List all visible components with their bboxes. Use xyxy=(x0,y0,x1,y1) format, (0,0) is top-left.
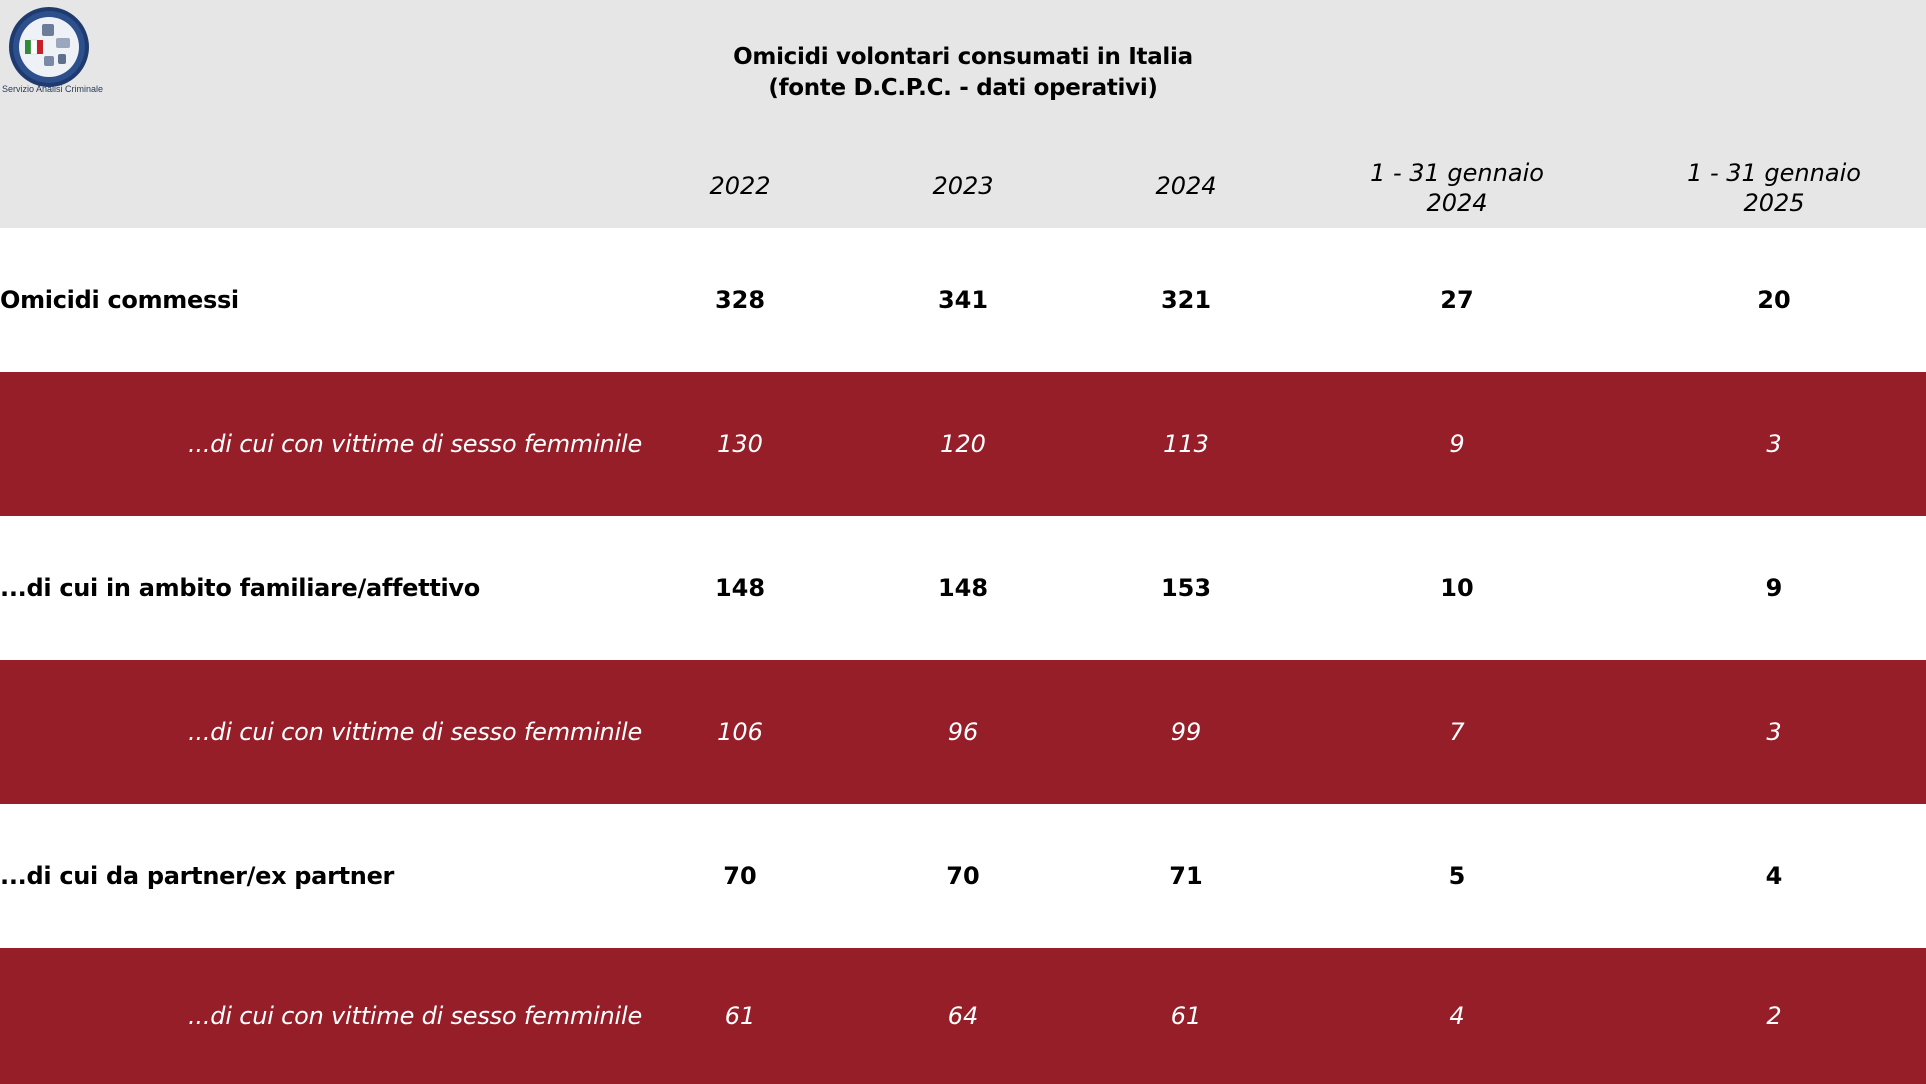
cell-2022: 130 xyxy=(717,430,763,458)
header-band: Servizio Analisi Criminale Omicidi volon… xyxy=(0,0,1926,228)
cell-2024: 321 xyxy=(1160,286,1212,314)
agency-logo xyxy=(9,7,89,87)
column-header-2024: 2024 xyxy=(1121,171,1251,201)
column-header-line1: 1 - 31 gennaio xyxy=(1370,159,1544,187)
cell-2024: 61 xyxy=(1170,1002,1202,1030)
table-row-vittime-femminili-partner: ...di cui con vittime di sesso femminile… xyxy=(0,948,1926,1084)
row-label: ...di cui con vittime di sesso femminile xyxy=(188,430,643,458)
row-label: ...di cui con vittime di sesso femminile xyxy=(188,718,643,746)
cell-jan-2025: 4 xyxy=(1765,862,1783,890)
title-line-1: Omicidi volontari consumati in Italia xyxy=(733,44,1193,70)
column-header-2022: 2022 xyxy=(675,171,805,201)
cell-jan-2024: 5 xyxy=(1448,862,1466,890)
cell-jan-2025: 2 xyxy=(1766,1002,1782,1030)
cell-jan-2024: 10 xyxy=(1440,574,1474,602)
row-label: Omicidi commessi xyxy=(0,286,239,314)
table-row-partner: ...di cui da partner/ex partner 70 70 71… xyxy=(0,804,1926,948)
cell-2023: 148 xyxy=(937,574,989,602)
cell-2024: 99 xyxy=(1170,718,1202,746)
table-row-ambito-familiare: ...di cui in ambito familiare/affettivo … xyxy=(0,516,1926,660)
column-header-jan-2025: 1 - 31 gennaio 2025 xyxy=(1654,158,1894,218)
cell-jan-2025: 20 xyxy=(1757,286,1791,314)
cell-jan-2024: 9 xyxy=(1449,430,1465,458)
column-header-line2: 2025 xyxy=(1743,189,1805,217)
column-header-2023: 2023 xyxy=(898,171,1028,201)
logo-caption: Servizio Analisi Criminale xyxy=(2,84,104,94)
cell-jan-2024: 27 xyxy=(1440,286,1474,314)
column-header-line2: 2024 xyxy=(1426,189,1488,217)
page-title: Omicidi volontari consumati in Italia (f… xyxy=(700,42,1226,104)
cell-2022: 70 xyxy=(723,862,757,890)
cell-2022: 328 xyxy=(714,286,766,314)
row-label: ...di cui con vittime di sesso femminile xyxy=(188,1002,643,1030)
column-header-jan-2024: 1 - 31 gennaio 2024 xyxy=(1337,158,1577,218)
cell-2023: 120 xyxy=(940,430,986,458)
table-row-omicidi-commessi: Omicidi commessi 328 341 321 27 20 xyxy=(0,228,1926,372)
cell-2024: 153 xyxy=(1160,574,1212,602)
row-label: ...di cui in ambito familiare/affettivo xyxy=(0,574,480,602)
cell-jan-2024: 4 xyxy=(1449,1002,1465,1030)
cell-jan-2025: 9 xyxy=(1765,574,1783,602)
column-header-line2: 2023 xyxy=(932,172,994,200)
cell-2023: 64 xyxy=(947,1002,979,1030)
table-row-vittime-femminili-familiare: ...di cui con vittime di sesso femminile… xyxy=(0,660,1926,804)
column-header-line1: 1 - 31 gennaio xyxy=(1687,159,1861,187)
cell-jan-2025: 3 xyxy=(1766,718,1782,746)
cell-2022: 148 xyxy=(714,574,766,602)
cell-2022: 106 xyxy=(717,718,763,746)
cell-2023: 341 xyxy=(937,286,989,314)
cell-jan-2024: 7 xyxy=(1449,718,1465,746)
cell-2024: 71 xyxy=(1169,862,1203,890)
cell-2023: 96 xyxy=(947,718,979,746)
cell-2023: 70 xyxy=(946,862,980,890)
title-line-2: (fonte D.C.P.C. - dati operativi) xyxy=(768,75,1158,101)
cell-2024: 113 xyxy=(1163,430,1209,458)
column-header-line2: 2024 xyxy=(1155,172,1217,200)
column-header-line2: 2022 xyxy=(709,172,771,200)
row-label: ...di cui da partner/ex partner xyxy=(0,862,395,890)
cell-jan-2025: 3 xyxy=(1766,430,1782,458)
table-row-vittime-femminili-totale: ...di cui con vittime di sesso femminile… xyxy=(0,372,1926,516)
cell-2022: 61 xyxy=(724,1002,756,1030)
